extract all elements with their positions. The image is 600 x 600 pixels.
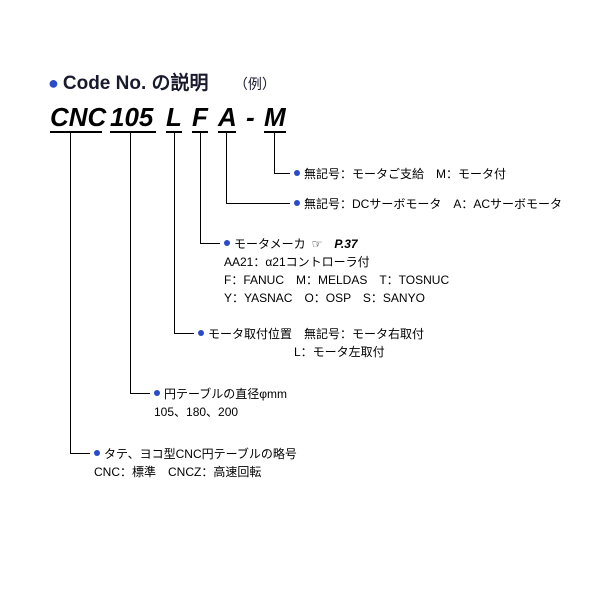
vline-p5	[274, 133, 275, 173]
desc-p0-text-0: タテ、ヨコ型CNC円テーブルの略号	[104, 447, 297, 461]
desc-bullet-icon	[198, 330, 204, 336]
desc-p3-line-0: モータメーカ ☞ P.37	[224, 235, 449, 253]
title-example: （例）	[234, 76, 276, 92]
desc-p0: タテ、ヨコ型CNC円テーブルの略号 CNC：標準 CNCZ：高速回転	[94, 445, 297, 481]
desc-bullet-icon	[224, 240, 230, 246]
desc-p3-line-2: F：FANUC M：MELDAS T：TOSNUC	[224, 271, 449, 289]
hline-p4	[226, 203, 290, 204]
code-part-p2: L	[166, 102, 182, 133]
desc-p2-text-1: L：モータ左取付	[198, 345, 385, 359]
desc-bullet-icon	[294, 170, 300, 176]
desc-p1-line-0: 円テーブルの直径φmm	[154, 385, 287, 403]
desc-bullet-icon	[294, 200, 300, 206]
vline-p3	[200, 133, 201, 243]
code-part-p3: F	[192, 102, 208, 133]
vline-p1	[130, 133, 131, 393]
desc-p3-line-3: Y：YASNAC O：OSP S：SANYO	[224, 289, 449, 307]
code-part-p4: A	[218, 102, 237, 133]
desc-p4: 無記号：DCサーボモータ A：ACサーボモータ	[294, 195, 562, 213]
hline-p2	[174, 333, 194, 334]
code-part-p1: 105	[110, 102, 153, 133]
desc-p3: モータメーカ ☞ P.37 AA21：α21コントローラ付 F：FANUC M：MELD…	[224, 235, 449, 307]
code-underline-p4	[218, 131, 236, 133]
desc-p1-text-0: 円テーブルの直径φmm	[164, 387, 287, 401]
desc-p5: 無記号：モータご支給 M：モータ付	[294, 165, 506, 183]
desc-p2: モータ取付位置 無記号：モータ右取付 L：モータ左取付	[198, 325, 424, 361]
desc-p5-text-0: 無記号：モータご支給 M：モータ付	[304, 167, 506, 181]
desc-bullet-icon	[94, 450, 100, 456]
code-underline-p5	[264, 131, 286, 133]
desc-p4-text-0: 無記号：DCサーボモータ A：ACサーボモータ	[304, 197, 562, 211]
hline-p3	[200, 243, 220, 244]
page-title: ●Code No. の説明 （例）	[48, 68, 276, 95]
hline-p0	[70, 453, 90, 454]
title-text: Code No. の説明	[63, 73, 209, 94]
vline-p4	[226, 133, 227, 203]
vline-p2	[174, 133, 175, 333]
desc-p3-text-1: AA21：α21コントローラ付	[224, 255, 370, 269]
bullet-icon: ●	[48, 73, 59, 93]
desc-p3-text-0: モータメーカ	[234, 237, 306, 251]
desc-bullet-icon	[154, 390, 160, 396]
desc-p2-line-0: モータ取付位置 無記号：モータ右取付	[198, 325, 424, 343]
hline-p1	[130, 393, 150, 394]
code-part-p0: CNC	[50, 102, 106, 133]
desc-p4-line-0: 無記号：DCサーボモータ A：ACサーボモータ	[294, 195, 562, 213]
desc-p1-text-1: 105、180、200	[154, 405, 238, 419]
desc-p1-line-1: 105、180、200	[154, 403, 287, 421]
desc-p0-line-1: CNC：標準 CNCZ：高速回転	[94, 463, 297, 481]
desc-p0-line-0: タテ、ヨコ型CNC円テーブルの略号	[94, 445, 297, 463]
code-part-dash: -	[246, 102, 255, 133]
code-underline-p0	[50, 131, 102, 133]
desc-p3-line-1: AA21：α21コントローラ付	[224, 253, 449, 271]
desc-p3-text-3: Y：YASNAC O：OSP S：SANYO	[224, 291, 425, 305]
desc-p3-text-2: F：FANUC M：MELDAS T：TOSNUC	[224, 273, 449, 287]
desc-p2-line-1: L：モータ左取付	[198, 343, 424, 361]
desc-p0-text-1: CNC：標準 CNCZ：高速回転	[94, 465, 261, 479]
code-underline-p1	[110, 131, 156, 133]
desc-p1: 円テーブルの直径φmm 105、180、200	[154, 385, 287, 421]
pointer-icon: ☞	[312, 235, 323, 253]
hline-p5	[274, 173, 290, 174]
vline-p0	[70, 133, 71, 453]
desc-p2-text-0: モータ取付位置 無記号：モータ右取付	[208, 327, 424, 341]
desc-p5-line-0: 無記号：モータご支給 M：モータ付	[294, 165, 506, 183]
code-part-p5: M	[264, 102, 286, 133]
desc-p3-ref: P.37	[334, 237, 357, 251]
